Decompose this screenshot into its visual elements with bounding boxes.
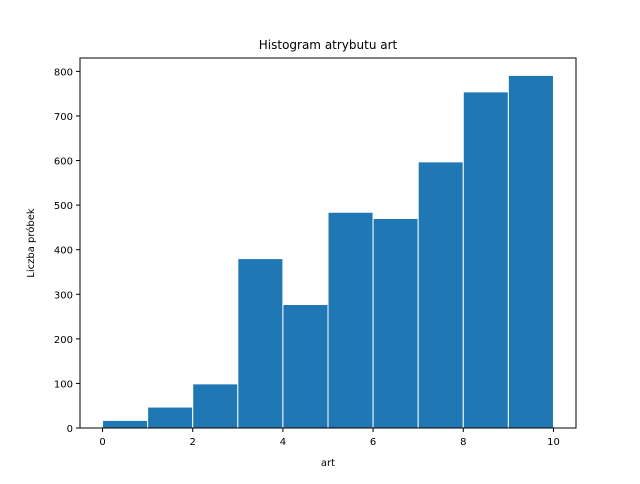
- histogram-bar: [507, 74, 554, 429]
- y-tick-label: 600: [54, 157, 73, 168]
- y-tick-label: 0: [67, 424, 73, 435]
- x-axis-ticks: 0 2 4 6 8 10: [99, 428, 560, 448]
- histogram-bar: [147, 406, 194, 429]
- plot-frame: [79, 57, 577, 429]
- y-axis-label: Liczba próbek: [25, 208, 37, 278]
- histogram-bar: [417, 161, 464, 429]
- bars-group: [102, 74, 554, 429]
- x-tick-label: 10: [547, 437, 560, 448]
- x-axis-label: art: [321, 458, 335, 469]
- histogram-bar: [282, 304, 329, 429]
- histogram-bar: [237, 258, 284, 429]
- y-tick-label: 200: [54, 335, 73, 346]
- histogram-bar: [372, 217, 419, 429]
- histogram-bar: [327, 211, 374, 429]
- y-axis-ticks: 0 100 200 300 400 500 600 700 800: [54, 67, 80, 435]
- x-tick-label: 8: [460, 437, 466, 448]
- histogram-bar: [102, 419, 149, 429]
- y-tick-label: 700: [54, 112, 73, 123]
- histogram-bar: [462, 91, 509, 429]
- y-tick-label: 500: [54, 201, 73, 212]
- y-tick-label: 100: [54, 379, 73, 390]
- x-tick-label: 0: [99, 437, 105, 448]
- y-tick-label: 300: [54, 290, 73, 301]
- chart-title: Histogram atrybutu art: [259, 38, 398, 52]
- x-tick-label: 4: [280, 437, 286, 448]
- y-tick-label: 800: [54, 67, 73, 78]
- y-tick-label: 400: [54, 246, 73, 257]
- x-tick-label: 2: [190, 437, 196, 448]
- histogram-bar: [192, 383, 239, 429]
- x-tick-label: 6: [370, 437, 376, 448]
